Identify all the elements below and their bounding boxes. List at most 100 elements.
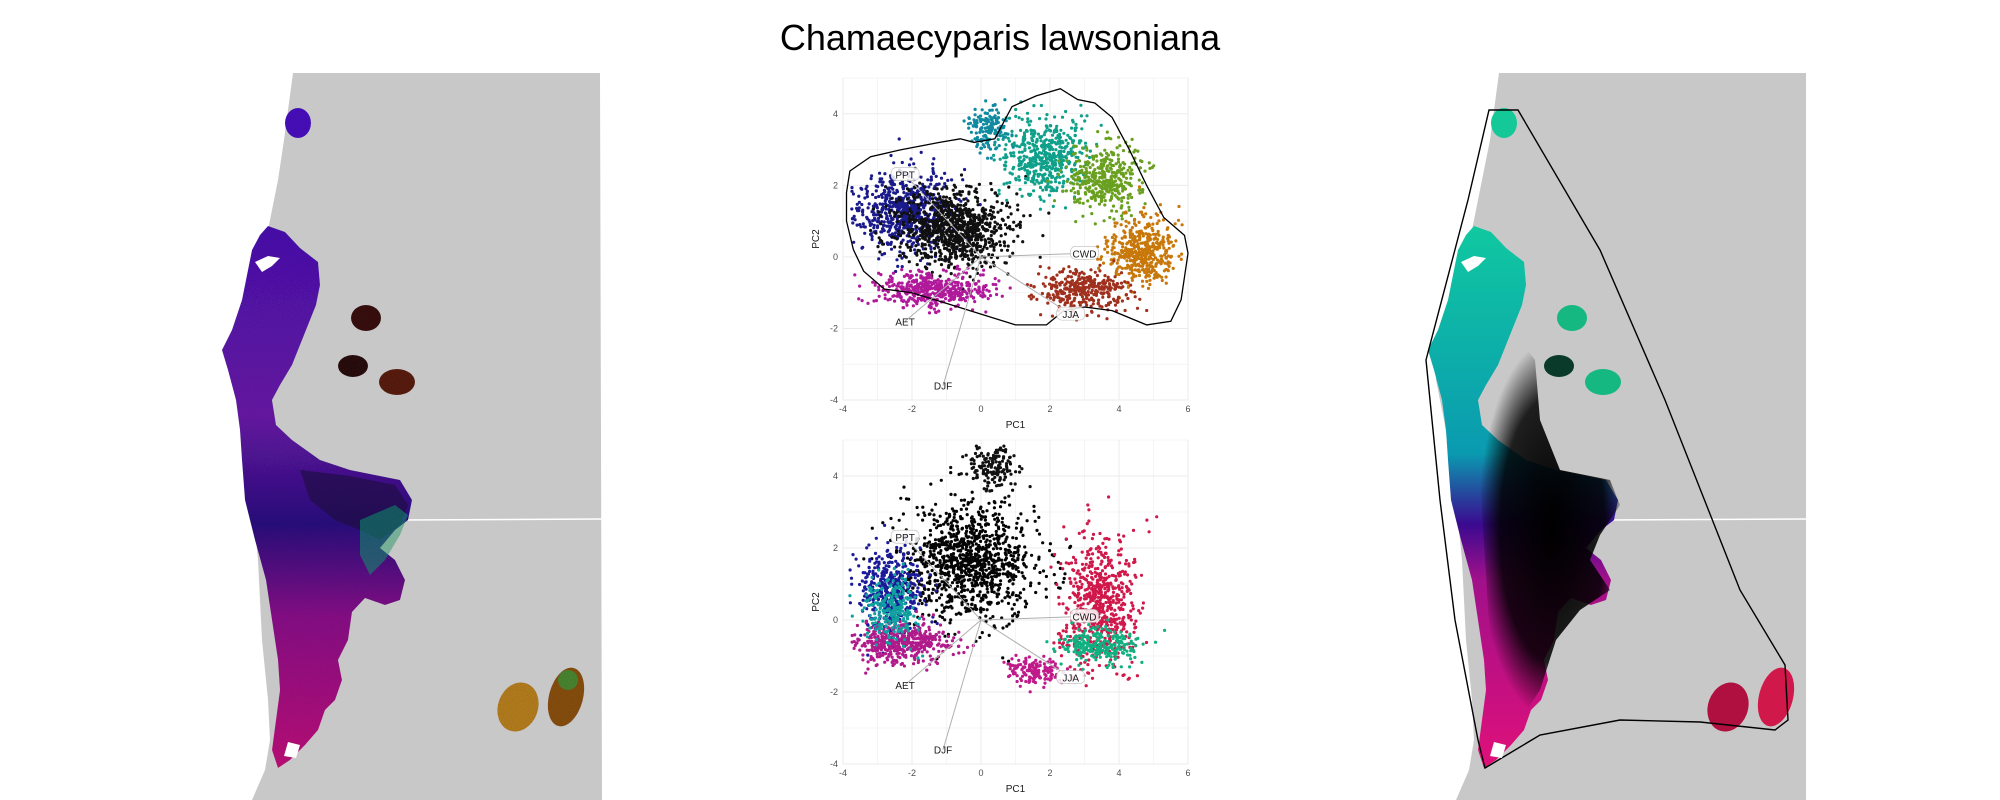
data-point xyxy=(1009,154,1014,158)
data-point xyxy=(1148,246,1152,250)
data-point xyxy=(917,237,922,241)
data-point xyxy=(910,242,914,246)
data-point xyxy=(865,184,869,188)
data-point xyxy=(939,549,943,553)
data-point xyxy=(986,297,990,301)
data-point xyxy=(1081,214,1085,218)
data-point xyxy=(976,510,981,514)
data-point xyxy=(1157,274,1162,278)
data-point xyxy=(935,229,939,234)
data-point xyxy=(1035,178,1039,182)
data-point xyxy=(1148,270,1152,274)
data-point xyxy=(1094,171,1098,175)
data-point xyxy=(944,199,948,203)
data-point xyxy=(964,507,969,511)
data-point xyxy=(973,113,977,117)
data-point xyxy=(989,181,993,186)
data-point xyxy=(988,582,993,587)
data-point xyxy=(899,496,903,500)
data-point xyxy=(949,232,954,237)
data-point xyxy=(967,289,971,293)
data-point xyxy=(1180,223,1184,227)
data-point xyxy=(877,194,881,199)
data-point xyxy=(912,201,916,205)
data-point xyxy=(1000,520,1004,524)
data-point xyxy=(993,114,997,118)
data-point xyxy=(983,547,987,551)
data-point xyxy=(907,189,911,193)
data-point xyxy=(1108,278,1113,282)
data-point xyxy=(980,577,984,581)
data-point xyxy=(1036,147,1040,151)
data-point xyxy=(1120,266,1124,270)
data-point xyxy=(1172,243,1176,248)
data-point xyxy=(1044,129,1048,133)
data-point xyxy=(978,130,982,134)
data-point xyxy=(1032,189,1036,193)
data-point xyxy=(883,296,887,301)
data-point xyxy=(963,252,967,257)
map-left-patch-5b xyxy=(558,670,578,690)
data-point xyxy=(878,202,882,206)
data-point xyxy=(1047,266,1051,270)
data-point xyxy=(1129,289,1133,293)
data-point xyxy=(998,240,1002,244)
data-point xyxy=(860,202,864,207)
data-point xyxy=(1003,540,1007,544)
map-right-patch-2 xyxy=(1544,355,1574,377)
data-point xyxy=(1124,176,1129,180)
data-point xyxy=(915,225,919,229)
data-point xyxy=(962,588,966,592)
data-point xyxy=(976,583,980,587)
data-point xyxy=(879,222,883,226)
data-point xyxy=(901,285,905,289)
data-point xyxy=(966,228,970,232)
data-point xyxy=(936,579,940,583)
data-point xyxy=(874,195,878,200)
data-point xyxy=(1057,296,1061,300)
data-point xyxy=(861,222,865,226)
data-point xyxy=(945,223,949,227)
data-point xyxy=(928,285,933,289)
data-point xyxy=(980,108,984,112)
data-point xyxy=(1134,254,1138,258)
data-point xyxy=(1117,170,1121,174)
data-point xyxy=(897,137,901,141)
data-point xyxy=(894,197,899,201)
data-point xyxy=(1012,165,1016,169)
data-point xyxy=(1152,276,1156,280)
data-point xyxy=(877,294,881,298)
data-point xyxy=(907,216,912,220)
data-point xyxy=(928,262,932,266)
data-point xyxy=(1055,124,1059,128)
data-point xyxy=(971,257,975,261)
data-point xyxy=(905,303,909,307)
data-point xyxy=(1094,174,1098,178)
data-point xyxy=(934,201,938,205)
data-point xyxy=(935,242,939,246)
data-point xyxy=(994,283,998,287)
data-point xyxy=(967,116,971,120)
data-point xyxy=(956,562,960,566)
map-right-patch-4 xyxy=(1707,682,1749,732)
data-point xyxy=(1132,290,1137,294)
data-point xyxy=(949,471,953,475)
data-point xyxy=(1110,191,1114,195)
data-point xyxy=(1006,136,1010,140)
data-point xyxy=(939,292,943,297)
data-point xyxy=(1052,298,1056,302)
data-point xyxy=(932,549,936,553)
data-point xyxy=(871,207,876,211)
data-point xyxy=(1164,256,1168,260)
data-point xyxy=(1108,178,1112,182)
data-point xyxy=(1086,160,1090,164)
data-point xyxy=(1074,122,1078,126)
data-point xyxy=(986,140,990,145)
data-point xyxy=(934,187,938,191)
data-point xyxy=(942,246,947,251)
data-point xyxy=(1011,488,1015,492)
data-point xyxy=(878,250,882,254)
data-point xyxy=(960,603,964,607)
data-point xyxy=(937,294,941,298)
